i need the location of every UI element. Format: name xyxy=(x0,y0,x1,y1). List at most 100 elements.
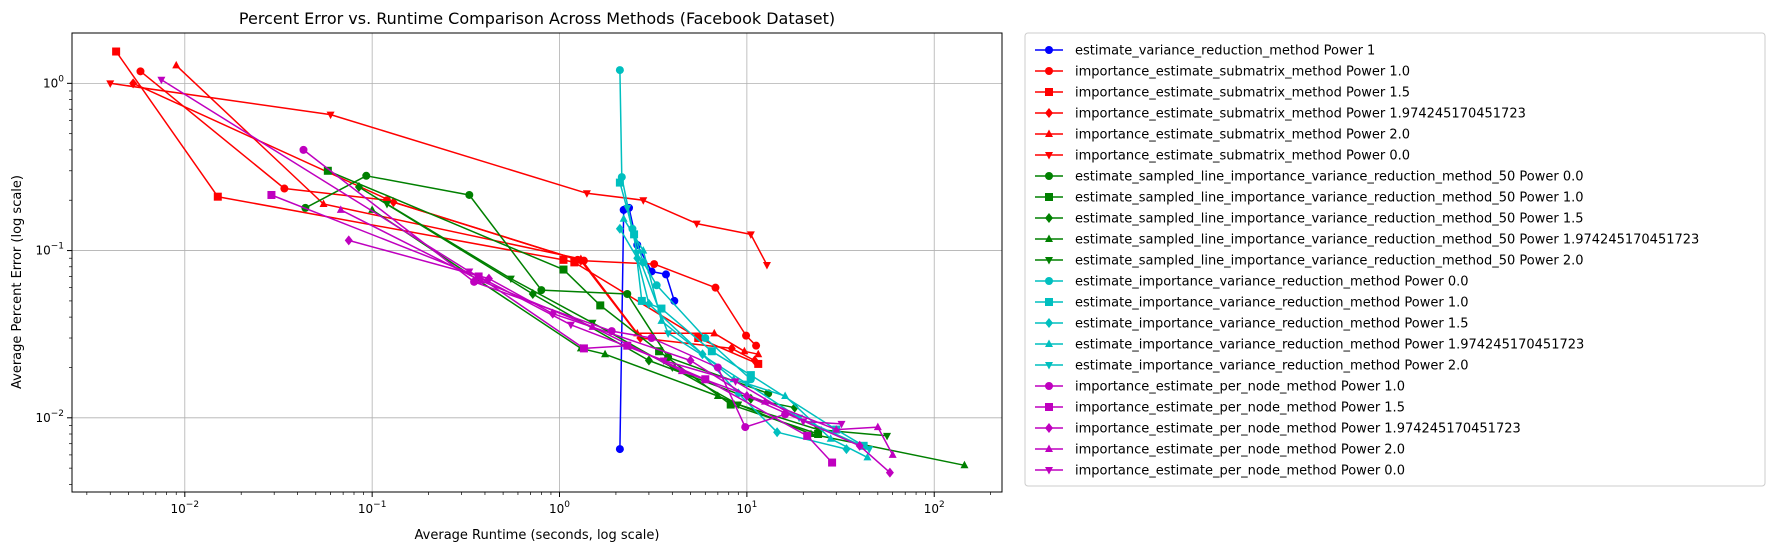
x-tick-label: 101 xyxy=(736,500,757,516)
series-line xyxy=(371,209,965,467)
x-axis-label: Average Runtime (seconds, log scale) xyxy=(415,528,660,543)
legend-entry: importance_estimate_submatrix_method Pow… xyxy=(1035,107,1526,122)
data-point xyxy=(652,281,661,290)
data-point xyxy=(615,445,624,454)
data-point xyxy=(657,304,666,313)
data-point xyxy=(639,246,648,254)
data-point xyxy=(713,363,722,372)
legend-label: estimate_importance_variance_reduction_m… xyxy=(1075,275,1469,290)
legend-entry: importance_estimate_submatrix_method Pow… xyxy=(1035,128,1410,143)
data-point xyxy=(826,434,835,442)
data-point xyxy=(754,349,763,358)
series-1 xyxy=(136,67,761,350)
data-point xyxy=(506,275,515,284)
legend-label: estimate_sampled_line_importance_varianc… xyxy=(1075,191,1584,206)
series-line xyxy=(327,170,819,435)
data-point xyxy=(559,265,568,274)
legend-label: estimate_sampled_line_importance_varianc… xyxy=(1075,254,1584,269)
data-point xyxy=(299,145,308,154)
data-point xyxy=(752,341,761,350)
data-point xyxy=(837,420,846,429)
legend-label: estimate_importance_variance_reduction_m… xyxy=(1075,317,1469,332)
series-layer xyxy=(106,47,969,478)
legend-entry: estimate_variance_reduction_method Power… xyxy=(1035,44,1375,59)
data-point xyxy=(157,76,166,85)
legend-entry: estimate_sampled_line_importance_varianc… xyxy=(1035,233,1699,248)
data-point xyxy=(713,391,722,400)
legend-entry: importance_estimate_submatrix_method Pow… xyxy=(1035,149,1410,164)
data-point xyxy=(570,258,579,267)
data-point xyxy=(213,192,222,201)
series-5 xyxy=(106,80,771,270)
data-point xyxy=(677,366,686,375)
data-point xyxy=(711,283,720,292)
data-point xyxy=(172,60,181,69)
series-19 xyxy=(336,205,897,458)
legend-entry: importance_estimate_per_node_method Powe… xyxy=(1035,443,1405,458)
x-tick-label: 102 xyxy=(924,500,945,516)
data-point xyxy=(761,397,770,405)
data-point xyxy=(803,431,812,440)
y-tick-label: 100 xyxy=(43,74,64,90)
data-point xyxy=(1045,46,1053,54)
series-line xyxy=(115,51,759,365)
data-point xyxy=(659,357,668,366)
data-point xyxy=(601,349,610,358)
legend-entry: importance_estimate_per_node_method Powe… xyxy=(1035,464,1405,479)
data-point xyxy=(633,253,642,264)
data-point xyxy=(661,270,670,279)
legend-entry: estimate_sampled_line_importance_varianc… xyxy=(1035,191,1584,206)
data-point xyxy=(1045,152,1053,160)
x-tick-label: 10−2 xyxy=(171,500,200,516)
legend-entry: estimate_importance_variance_reduction_m… xyxy=(1035,317,1469,332)
data-point xyxy=(960,460,969,469)
data-point xyxy=(647,334,656,343)
data-point xyxy=(623,341,632,350)
legend-label: importance_estimate_per_node_method Powe… xyxy=(1075,443,1405,458)
y-axis-ticks: 10−2 10−1 100 xyxy=(35,74,72,485)
data-point xyxy=(1045,298,1053,306)
series-12 xyxy=(615,178,868,450)
data-point xyxy=(382,200,391,209)
data-point xyxy=(741,423,750,432)
legend-label: importance_estimate_submatrix_method Pow… xyxy=(1075,107,1526,122)
data-point xyxy=(664,330,673,338)
data-point xyxy=(1045,129,1053,137)
data-point xyxy=(576,254,585,263)
data-point xyxy=(476,276,485,284)
data-point xyxy=(326,111,335,120)
data-point xyxy=(323,166,332,175)
data-point xyxy=(267,190,276,199)
data-point xyxy=(615,66,624,75)
legend-label: estimate_importance_variance_reduction_m… xyxy=(1075,338,1584,353)
data-point xyxy=(354,181,363,192)
legend-entry: estimate_sampled_line_importance_varianc… xyxy=(1035,170,1584,185)
y-axis-label: Average Percent Error (log scale) xyxy=(10,175,25,389)
series-line xyxy=(626,207,870,450)
data-point xyxy=(762,261,771,270)
data-point xyxy=(112,47,121,56)
data-point xyxy=(650,260,659,269)
data-point xyxy=(865,446,874,454)
data-point xyxy=(1045,467,1053,475)
series-15 xyxy=(623,204,874,454)
data-point xyxy=(579,344,588,353)
grid xyxy=(72,33,1002,492)
data-point xyxy=(465,268,474,276)
x-tick-label: 10−1 xyxy=(358,500,387,516)
data-point xyxy=(344,235,353,246)
legend-entry: importance_estimate_submatrix_method Pow… xyxy=(1035,86,1410,101)
data-point xyxy=(742,380,751,389)
data-point xyxy=(623,204,632,213)
legend-label: estimate_variance_reduction_method Power… xyxy=(1075,44,1375,59)
data-point xyxy=(707,347,716,356)
data-point xyxy=(742,331,751,340)
data-point xyxy=(559,255,568,264)
series-line xyxy=(305,175,769,395)
series-20 xyxy=(157,76,846,429)
legend-entry: estimate_importance_variance_reduction_m… xyxy=(1035,338,1584,353)
legend-label: estimate_importance_variance_reduction_m… xyxy=(1075,359,1469,374)
data-point xyxy=(362,171,371,180)
